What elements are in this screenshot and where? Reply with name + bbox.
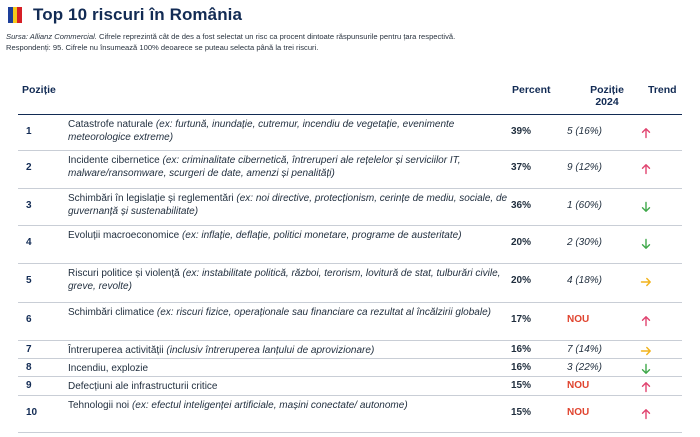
table-row: 7 Întreruperea activității (inclusiv într… (18, 341, 682, 359)
risk-example: (ex: inflație, deflație, politici moneta… (179, 230, 462, 241)
arrow-right-icon (640, 276, 654, 290)
row-position-2024: 5 (16%) (567, 126, 603, 137)
risk-name: Catastrofe naturale (68, 119, 154, 130)
arrow-down-icon (640, 238, 654, 252)
source-text: Cifrele reprezintă cât de des a fost sel… (96, 32, 456, 41)
header-percent: Percent (512, 84, 551, 96)
row-risk-description: Catastrofe naturale (ex: furtună, inunda… (68, 118, 508, 144)
row-risk-description: Întreruperea activității (inclusiv între… (68, 344, 508, 357)
row-risk-description: Schimbări în legislație și reglementări … (68, 192, 508, 218)
risk-example: (ex: criminalitate cibernetică, întrerup… (68, 155, 461, 179)
row-rank: 1 (26, 126, 32, 137)
arrow-up-icon (640, 381, 654, 395)
risk-name: Incendiu, explozie (68, 363, 149, 374)
row-new-badge: NOU (567, 407, 590, 418)
page-header: Top 10 riscuri în România Sursa: Allianz… (6, 4, 696, 53)
risk-name: Riscuri politice și violență (68, 268, 180, 279)
arrow-right-icon (640, 345, 654, 359)
row-rank: 10 (26, 407, 38, 418)
row-rank: 3 (26, 200, 32, 211)
header-position-2024-line2: 2024 (595, 96, 619, 108)
flag-stripe-blue (8, 7, 13, 23)
row-new-badge: NOU (567, 380, 590, 391)
risk-name: Incidente cibernetice (68, 155, 160, 166)
table-row: 6 Schimbări climatice (ex: riscuri fizice… (18, 303, 682, 341)
row-rank: 4 (26, 237, 32, 248)
table-header: Poziție Percent Poziție 2024 Trend (22, 84, 682, 114)
risk-example: (ex: efectul inteligenței artificiale, m… (129, 400, 408, 411)
row-risk-description: Riscuri politice și violență (ex: instab… (68, 267, 508, 293)
table-row: 3 Schimbări în legislație și reglementări… (18, 189, 682, 226)
row-rank: 9 (26, 380, 32, 391)
row-percent: 39% (511, 126, 532, 137)
row-rank: 5 (26, 275, 32, 286)
header-trend: Trend (648, 84, 677, 96)
table-row: 1 Catastrofe naturale (ex: furtună, inund… (18, 114, 682, 151)
row-risk-description: Evoluții macroeconomice (ex: inflație, d… (68, 229, 508, 242)
row-rank: 2 (26, 162, 32, 173)
row-risk-description: Incidente cibernetice (ex: criminalitate… (68, 154, 508, 180)
table-row: 10 Tehnologii noi (ex: efectul inteligenț… (18, 396, 682, 433)
arrow-up-icon (640, 127, 654, 141)
risk-example: (ex: riscuri fizice, operaționale sau fi… (154, 307, 491, 318)
title-row: Top 10 riscuri în România (6, 4, 696, 26)
risk-example: (ex: instabilitate politică, război, ter… (68, 268, 501, 292)
row-percent: 20% (511, 275, 532, 286)
risk-name: Evoluții macroeconomice (68, 230, 180, 241)
arrow-up-icon (640, 163, 654, 177)
row-position-2024: 3 (22%) (567, 362, 603, 373)
row-risk-description: Schimbări climatice (ex: riscuri fizice,… (68, 306, 508, 319)
row-risk-description: Tehnologii noi (ex: efectul inteligenței… (68, 399, 508, 412)
source-note: Sursa: Allianz Commercial. Cifrele repre… (6, 31, 696, 42)
risk-name: Tehnologii noi (68, 400, 130, 411)
risk-example: (ex: furtună, inundație, cutremur, incen… (68, 119, 455, 143)
table-row: 4 Evoluții macroeconomice (ex: inflație, … (18, 226, 682, 264)
row-position-2024: 7 (14%) (567, 344, 603, 355)
flag-stripe-yellow (12, 7, 18, 23)
arrow-down-icon (640, 363, 654, 377)
arrow-down-icon (640, 201, 654, 215)
row-position-2024: 9 (12%) (567, 162, 603, 173)
table-row: 8 Incendiu, explozie 16% 3 (22%) (18, 359, 682, 377)
row-position-2024: 2 (30%) (567, 237, 603, 248)
source-label: Sursa: Allianz Commercial. (6, 32, 97, 41)
page-title: Top 10 riscuri în România (33, 5, 243, 24)
header-position-2024-line1: Poziție (590, 84, 624, 96)
header-position: Poziție (22, 84, 56, 96)
risk-name: Schimbări climatice (68, 307, 155, 318)
respondents-note: Respondenți: 95. Cifrele nu însumează 10… (6, 43, 319, 52)
row-risk-description: Incendiu, explozie (68, 362, 508, 375)
table-row: 9 Defecțiuni ale infrastructurii critice 1… (18, 377, 682, 396)
arrow-up-icon (640, 408, 654, 422)
row-position-2024: 1 (60%) (567, 200, 603, 211)
row-percent: 37% (511, 162, 532, 173)
row-percent: 16% (511, 362, 532, 373)
row-rank: 8 (26, 362, 32, 373)
romania-flag-icon (8, 7, 23, 23)
arrow-up-icon (640, 315, 654, 329)
row-percent: 15% (511, 380, 532, 391)
row-percent: 36% (511, 200, 532, 211)
risk-example: (inclusiv întreruperea lanțului de aprov… (163, 345, 375, 356)
flag-stripe-red (17, 7, 23, 23)
row-risk-description: Defecțiuni ale infrastructurii critice (68, 380, 508, 393)
row-percent: 16% (511, 344, 532, 355)
header-position-2024: Poziție 2024 (572, 84, 642, 108)
table-row: 5 Riscuri politice și violență (ex: insta… (18, 264, 682, 303)
row-rank: 6 (26, 314, 32, 325)
row-percent: 20% (511, 237, 532, 248)
row-new-badge: NOU (567, 314, 590, 325)
row-percent: 17% (511, 314, 532, 325)
row-percent: 15% (511, 407, 532, 418)
risk-example: (ex: noi directive, protecționism, cerin… (68, 193, 508, 217)
risk-name: Schimbări în legislație și reglementări (68, 193, 234, 204)
row-rank: 7 (26, 344, 32, 355)
row-position-2024: 4 (18%) (567, 275, 603, 286)
risk-name: Defecțiuni ale infrastructurii critice (68, 381, 218, 392)
table-row: 2 Incidente cibernetice (ex: criminalitat… (18, 151, 682, 189)
risk-name: Întreruperea activității (68, 345, 164, 356)
